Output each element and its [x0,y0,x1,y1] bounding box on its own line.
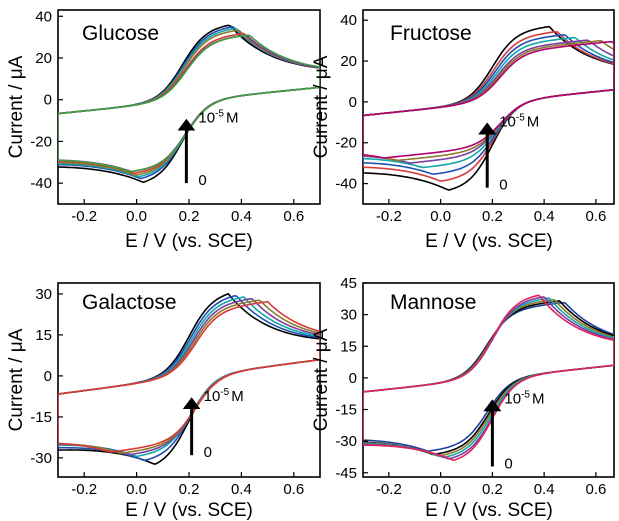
x-tick-label: 0.4 [231,481,252,498]
panel-fructose: -0.2 0.0 0.2 0.4 0.6 -40 -20 0 20 40 Fructose E … [311,10,614,252]
x-axis-ticks: -0.2 0.0 0.2 0.4 0.6 [71,199,304,225]
y-tick-label: 15 [340,338,357,355]
concentration-zero-label: 0 [499,177,507,194]
y-tick-label: -15 [335,402,357,419]
x-axis-ticks: -0.2 0.0 0.2 0.4 0.6 [376,199,606,225]
panel-glucose: -0.2 0.0 0.2 0.4 0.6 -40 -20 0 20 40 Glucose E /… [6,8,320,252]
x-axis-ticks: -0.2 0.0 0.2 0.4 0.6 [376,472,606,498]
x-axis-title: E / V (vs. SCE) [425,500,553,521]
y-tick-label: -30 [30,450,52,467]
y-tick-label: 0 [349,94,357,111]
panel-title: Glucose [82,22,159,45]
x-axis-ticks: -0.2 0.0 0.2 0.4 0.6 [71,472,304,498]
x-tick-label: 0.4 [534,481,555,498]
y-tick-label: -20 [335,135,357,152]
cv-curve-0 [58,294,320,464]
x-tick-label: 0.6 [585,481,606,498]
x-tick-label: 0.0 [430,208,451,225]
voltammogram-curves [363,295,614,460]
x-tick-label: 0.4 [534,208,555,225]
panel-title: Galactose [82,291,177,314]
y-tick-label: 40 [340,12,357,29]
cv-curve-4 [58,300,320,453]
voltammogram-curves [58,25,320,182]
x-tick-label: 0.4 [231,208,252,225]
y-tick-label: 20 [35,50,52,67]
x-axis-title: E / V (vs. SCE) [425,231,553,252]
cv-curve-1 [58,296,320,461]
y-tick-label: 40 [35,8,52,25]
concentration-zero-label: 0 [204,444,212,461]
x-tick-label: -0.2 [376,481,402,498]
y-tick-label: 45 [340,275,357,292]
y-axis-title: Current / μA [311,328,332,431]
x-tick-label: 0.6 [585,208,606,225]
x-tick-label: -0.2 [71,481,97,498]
y-axis-title: Current / μA [6,328,27,431]
y-tick-label: 15 [35,327,52,344]
x-tick-label: 0.2 [179,208,200,225]
y-tick-label: 20 [340,53,357,70]
concentration-zero-label: 0 [198,172,206,189]
panel-galactose: -0.2 0.0 0.2 0.4 0.6 -30 -15 0 15 30 Galactose E… [6,283,320,521]
cv-curve-2 [58,29,320,177]
y-tick-label: 0 [349,370,357,387]
x-tick-label: 0.6 [283,208,304,225]
concentration-high-label: 10-5 M [504,389,544,407]
y-tick-label: 0 [44,368,52,385]
x-axis-title: E / V (vs. SCE) [125,500,253,521]
y-tick-label: 30 [340,307,357,324]
panel-mannose: -0.2 0.0 0.2 0.4 0.6 -45 -30 -15 0 15 30 45 Mannos… [311,275,614,521]
x-tick-label: 0.2 [482,208,503,225]
y-tick-label: -20 [30,133,52,150]
x-tick-label: 0.0 [126,481,147,498]
voltammogram-curves [58,294,320,464]
y-tick-label: 0 [44,92,52,109]
x-tick-label: 0.6 [283,481,304,498]
x-tick-label: -0.2 [71,208,97,225]
x-axis-title: E / V (vs. SCE) [125,231,253,252]
x-tick-label: 0.2 [482,481,503,498]
cv-curve-3 [58,299,320,455]
panel-title: Mannose [390,291,476,314]
y-tick-label: -40 [30,175,52,192]
y-axis-title: Current / μA [6,55,27,158]
concentration-zero-label: 0 [504,455,512,472]
cv-curve-3 [58,30,320,175]
x-tick-label: -0.2 [376,208,402,225]
cv-curve-4 [363,297,614,459]
panel-title: Fructose [390,22,472,45]
y-tick-label: -15 [30,409,52,426]
y-tick-label: -45 [335,465,357,482]
cv-curve-1 [58,27,320,179]
x-tick-label: 0.0 [126,208,147,225]
cv-curve-3 [363,298,614,457]
y-tick-label: 30 [35,286,52,303]
cv-curve-0 [58,25,320,182]
concentration-high-label: 10-5 M [198,109,238,127]
y-tick-label: -40 [335,176,357,193]
cv-curve-1 [363,301,614,454]
y-axis-title: Current / μA [311,55,332,158]
x-tick-label: 0.0 [430,481,451,498]
concentration-high-label: 10-5 M [499,112,539,130]
concentration-high-label: 10-5 M [204,387,244,405]
y-tick-label: -30 [335,433,357,450]
x-tick-label: 0.2 [179,481,200,498]
